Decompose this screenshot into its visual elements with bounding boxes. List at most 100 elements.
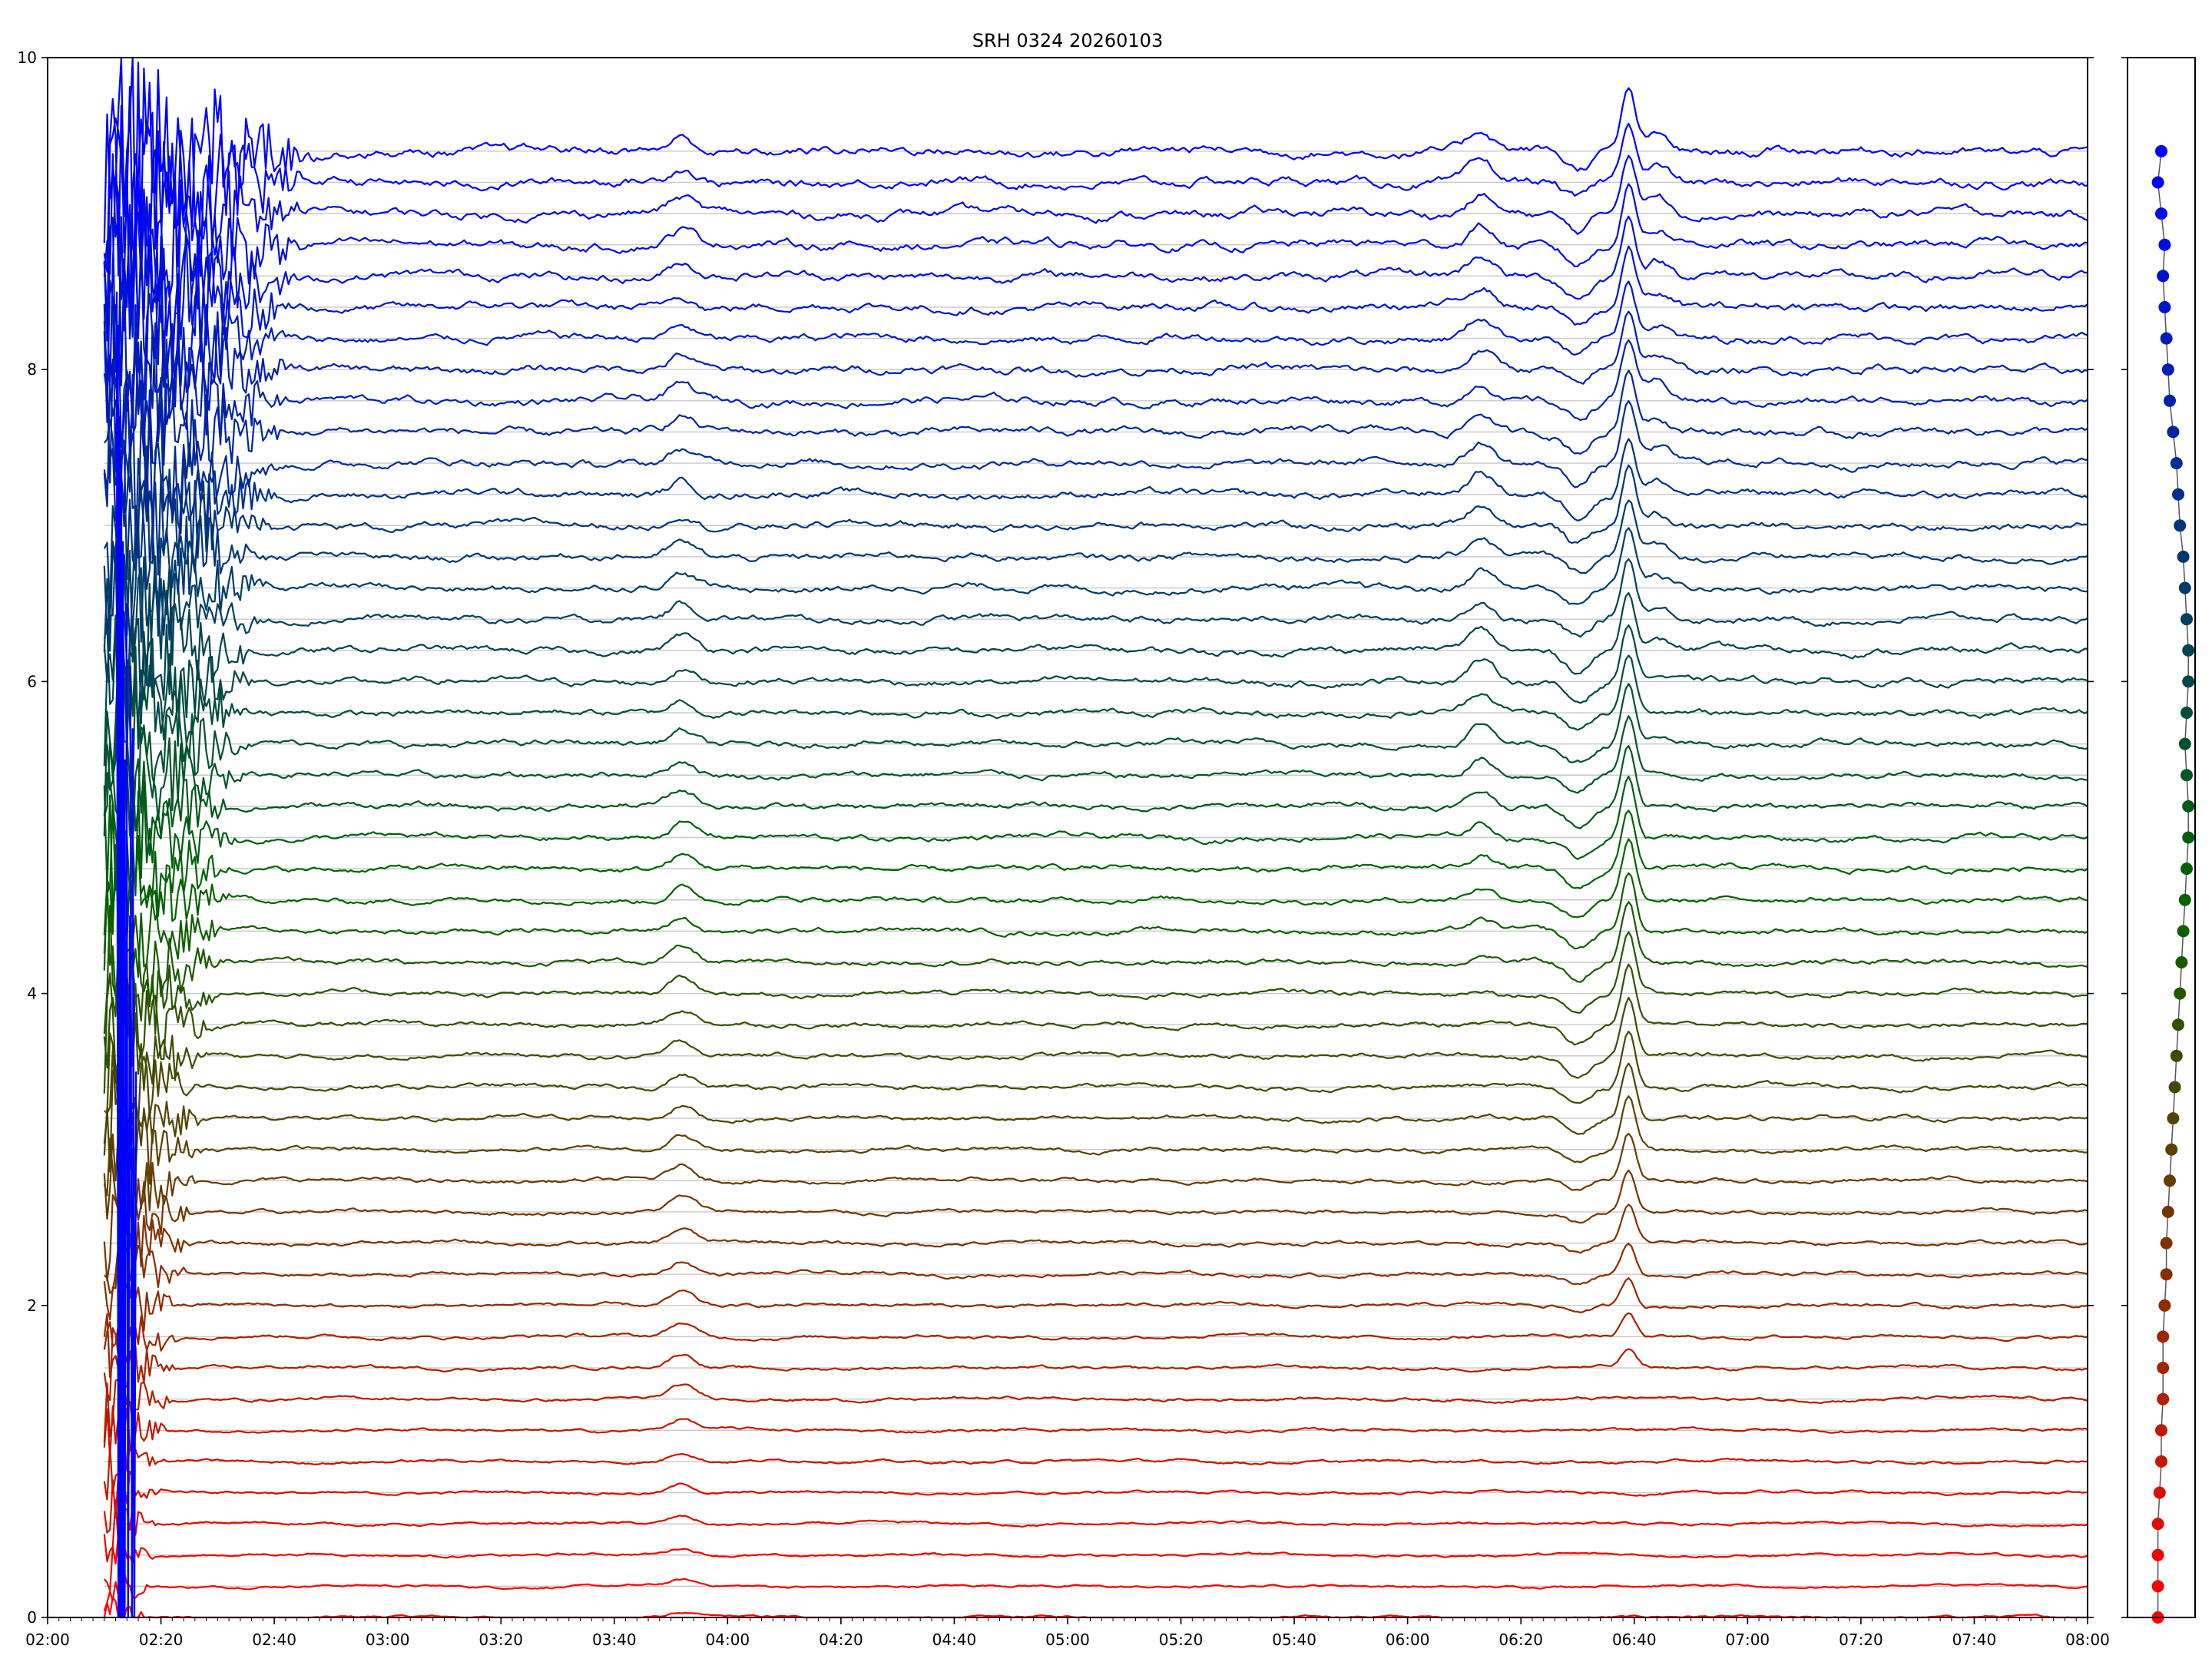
side-point [2172, 488, 2184, 501]
side-point [2164, 394, 2176, 407]
y-tick-label: 10 [18, 48, 37, 67]
y-tick-label: 4 [27, 985, 37, 1003]
side-point [2151, 1548, 2164, 1561]
trace-line [103, 436, 2088, 634]
side-point [2160, 1237, 2173, 1250]
x-tick-label: 06:40 [1612, 1631, 1657, 1649]
side-point [2157, 270, 2170, 283]
side-point [2165, 1143, 2178, 1156]
y-tick-label: 8 [27, 360, 37, 379]
trace-line [104, 1203, 2088, 1294]
trace-line [103, 838, 2088, 954]
x-tick-label: 02:40 [252, 1631, 296, 1649]
x-axis-ticks: 02:00 02:20 02:40 03:00 03:20 03:40 04:00 04:20… [25, 1617, 2110, 1649]
trace-line [103, 260, 2088, 429]
side-point [2160, 1268, 2173, 1281]
trace-line [103, 1062, 2088, 1173]
x-tick-label: 03:20 [478, 1631, 523, 1649]
side-point [2175, 956, 2188, 968]
chart-title: SRH 0324 20260103 [972, 30, 1163, 51]
trace-line [103, 645, 2088, 816]
side-point [2161, 363, 2174, 376]
side-point [2178, 737, 2191, 750]
x-tick-label: 06:00 [1386, 1631, 1430, 1649]
trace-line [103, 872, 2088, 998]
y-tick-label: 6 [27, 672, 37, 690]
trace-line [103, 280, 2088, 473]
trace-line [103, 85, 2088, 276]
side-point [2181, 613, 2193, 626]
y-axis-ticks: 0 2 4 6 8 10 [18, 48, 2094, 1627]
x-tick-label: 05:20 [1159, 1631, 1204, 1649]
trace-line [103, 715, 2088, 837]
x-tick-label: 08:00 [2065, 1631, 2110, 1649]
side-scatter-group [2151, 144, 2195, 1624]
x-tick-label: 05:00 [1045, 1631, 1090, 1649]
side-point [2155, 207, 2167, 220]
trace-line [103, 1095, 2088, 1220]
x-tick-label: 04:00 [706, 1631, 750, 1649]
trace-line [103, 216, 2088, 423]
trace-series-group [103, 56, 2088, 1619]
side-point [2158, 1299, 2171, 1312]
trace-line [103, 56, 2088, 251]
y-tick-label: 2 [27, 1296, 37, 1315]
x-tick-label: 03:40 [592, 1631, 637, 1649]
side-point [2157, 1330, 2170, 1343]
trace-line [103, 582, 2088, 725]
trace-line [103, 321, 2088, 484]
side-point [2182, 675, 2195, 688]
trace-line [103, 670, 2088, 836]
x-tick-label: 02:20 [139, 1631, 184, 1649]
trace-line [103, 1437, 2088, 1501]
y-tick-label: 0 [27, 1608, 37, 1627]
x-tick-label: 07:40 [1952, 1631, 1997, 1649]
x-tick-label: 04:20 [819, 1631, 863, 1649]
trace-line [103, 1242, 2088, 1321]
side-point [2155, 144, 2167, 157]
trace-line [103, 963, 2088, 1094]
trace-line [103, 1132, 2088, 1221]
trace-line [103, 491, 2088, 639]
trace-line [103, 177, 2088, 387]
x-tick-label: 02:00 [25, 1631, 70, 1649]
side-point [2161, 1205, 2174, 1218]
trace-line [103, 1312, 2088, 1379]
side-point [2182, 831, 2195, 844]
trace-line [103, 153, 2088, 329]
trace-line [103, 1327, 2088, 1402]
side-point [2181, 862, 2193, 876]
trace-line [103, 1571, 2088, 1611]
trace-line [103, 614, 2088, 766]
trace-line [103, 1169, 2088, 1282]
side-point [2170, 457, 2183, 470]
trace-line [103, 540, 2088, 687]
side-point [2168, 1081, 2181, 1094]
trace-line [103, 996, 2088, 1144]
side-point [2153, 1486, 2166, 1499]
side-point [2182, 800, 2195, 813]
trace-line [103, 1405, 2088, 1458]
side-point [2164, 1174, 2176, 1187]
side-point [2158, 238, 2171, 251]
x-tick-label: 06:20 [1498, 1631, 1543, 1649]
side-point [2155, 1455, 2167, 1468]
trace-line [103, 419, 2088, 564]
side-point [2174, 519, 2187, 532]
side-point [2157, 1362, 2170, 1374]
trace-line [103, 1270, 2088, 1350]
side-point [2181, 707, 2193, 719]
side-point [2167, 1112, 2180, 1125]
side-point [2158, 301, 2171, 313]
trace-line [103, 803, 2088, 935]
side-point [2157, 1392, 2170, 1405]
side-axes-frame [2127, 57, 2196, 1618]
x-tick-label: 03:00 [366, 1631, 410, 1649]
side-point [2177, 550, 2190, 563]
side-point [2182, 644, 2195, 657]
side-point [2167, 425, 2180, 439]
side-point [2151, 1518, 2164, 1531]
side-y-axis-ticks [2121, 57, 2128, 1618]
